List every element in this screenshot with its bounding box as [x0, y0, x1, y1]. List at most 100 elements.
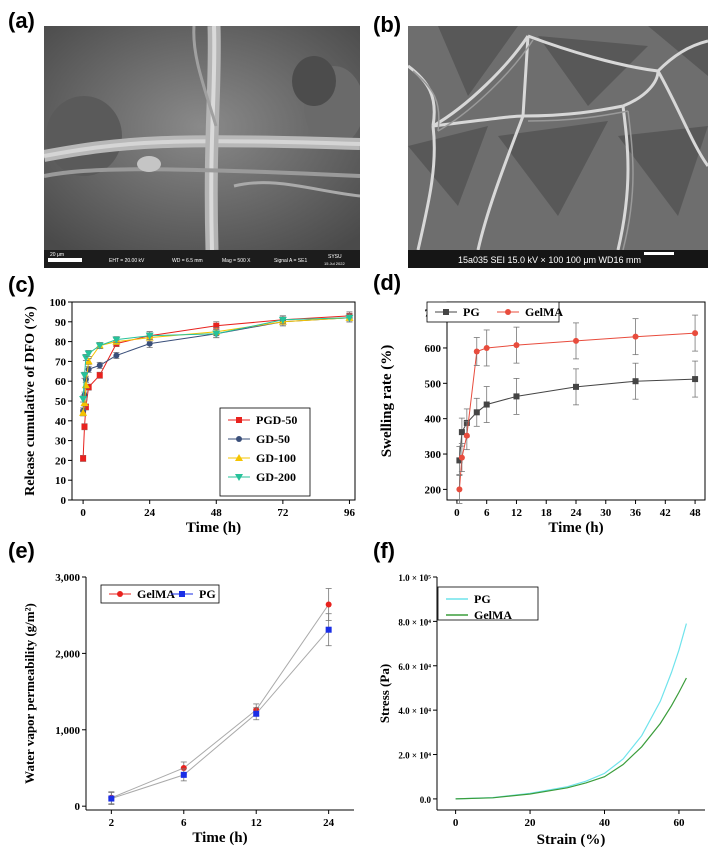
x-tick-label: 48 [211, 507, 223, 519]
data-point [80, 455, 87, 462]
sem-image-b: 15a035 SEI 15.0 kV × 100 100 μm WD16 mm [408, 26, 708, 268]
data-point [325, 626, 332, 633]
series-pg [108, 613, 332, 805]
sem-a-eht: EHT = 20.00 kV [109, 258, 145, 264]
series-line [82, 317, 350, 400]
legend-box [426, 301, 560, 323]
y-tick-label: 60 [55, 376, 67, 388]
data-point [483, 344, 490, 351]
x-tick-label: 12 [511, 507, 523, 519]
sem-a-mag: Mag = 500 X [222, 258, 251, 264]
legend-marker [505, 309, 511, 315]
data-point [146, 340, 153, 347]
y-tick-label: 90 [55, 317, 67, 329]
data-point [345, 314, 354, 322]
data-point [180, 764, 187, 771]
data-point [113, 352, 120, 359]
legend-box [100, 584, 220, 604]
sem-a-date: 15 Jul 2022 [324, 261, 345, 266]
chart-d: 2003004005006007000612182430364248Time (… [379, 301, 706, 536]
x-tick-label: 30 [600, 507, 612, 519]
data-point [632, 378, 639, 385]
data-point [96, 372, 103, 379]
series-pg [456, 360, 699, 475]
data-point [573, 383, 579, 390]
data-point [180, 771, 187, 778]
x-tick-label: 42 [660, 507, 672, 519]
panel-label-b: (b) [373, 12, 402, 37]
chart-c: 0 10 20 30 40 50 60 70 80 90 100 0 24 48 72 96 Time (h) R… [23, 297, 356, 536]
panel-label-d: (d) [373, 270, 402, 295]
data-point [79, 408, 88, 416]
x-axis-title: Time (h) [192, 830, 247, 846]
y-tick-label: 500 [425, 378, 442, 390]
sem-a-brand: SYSU [328, 254, 342, 260]
legend-box [219, 407, 311, 497]
x-tick-label: 0 [453, 817, 459, 829]
x-tick-label: 12 [251, 817, 263, 829]
legend-label: GelMA [474, 608, 512, 622]
legend-label: PG [199, 587, 216, 601]
legend-label: GelMA [525, 305, 563, 319]
y-tick-label: 600 [425, 343, 442, 355]
y-tick-label: 10 [55, 475, 67, 487]
data-point [108, 795, 115, 802]
legend-label: GD-100 [256, 451, 296, 465]
data-point [81, 423, 88, 430]
series-line [458, 378, 696, 461]
data-point [325, 601, 332, 608]
legend-marker [179, 591, 185, 597]
data-point [473, 409, 480, 416]
y-tick-label: 80 [55, 337, 67, 349]
legend-marker [117, 591, 123, 597]
y-tick-label: 2.0 × 10⁴ [398, 751, 431, 761]
x-tick-label: 48 [690, 507, 702, 519]
y-tick-label: 1.0 × 10⁵ [398, 573, 431, 583]
data-point [513, 342, 520, 349]
data-point [456, 457, 463, 464]
legend-label: GD-50 [256, 432, 290, 446]
legend-marker [235, 454, 243, 461]
y-tick-label: 30 [55, 436, 67, 448]
y-tick-label: 300 [425, 449, 442, 461]
data-point [483, 401, 490, 408]
y-axis-title: Stress (Pa) [377, 664, 392, 723]
y-tick-label: 4.0 × 10⁴ [398, 706, 431, 716]
panel-label-a: (a) [8, 8, 35, 33]
data-point [145, 332, 154, 340]
series-gelma [108, 588, 332, 805]
y-tick-label: 1,000 [55, 725, 80, 737]
panel-label-f: (f) [373, 538, 395, 563]
panel-label-c: (c) [8, 272, 35, 297]
series-gd-200 [79, 313, 354, 404]
sem-a-scale-label: 20 μm [50, 252, 64, 258]
data-point [80, 398, 89, 406]
legend-marker [236, 436, 242, 442]
x-tick-label: 40 [599, 817, 611, 829]
data-point [213, 322, 220, 329]
data-point [456, 486, 463, 493]
y-tick-label: 8.0 × 10⁴ [398, 617, 431, 627]
x-tick-label: 2 [109, 817, 115, 829]
chart-f: 0.0 2.0 × 10⁴ 4.0 × 10⁴ 6.0 × 10⁴ 8.0 × 10⁴ 1… [377, 573, 705, 848]
chart-e: 0 1,000 2,000 3,000 2 6 12 24 Time (h) Water vapo… [22, 572, 354, 846]
y-tick-label: 2,000 [55, 648, 80, 660]
data-point [573, 337, 579, 344]
x-tick-label: 6 [484, 507, 490, 519]
series-line [455, 677, 687, 800]
x-axis-title: Strain (%) [537, 832, 606, 848]
x-tick-label: 18 [541, 507, 553, 519]
y-axis-title: Release cumulative of DFO (%) [23, 306, 38, 496]
y-tick-label: 400 [425, 414, 442, 426]
x-tick-label: 24 [323, 817, 335, 829]
data-point [84, 357, 93, 365]
data-point [463, 432, 470, 439]
legend-label: GelMA [137, 587, 175, 601]
x-tick-label: 24 [144, 507, 156, 519]
y-tick-label: 200 [425, 484, 442, 496]
y-tick-label: 0.0 [420, 795, 432, 805]
series-line [111, 629, 329, 799]
data-point [79, 396, 88, 404]
legend-marker [236, 417, 242, 423]
legend-marker [443, 309, 449, 315]
